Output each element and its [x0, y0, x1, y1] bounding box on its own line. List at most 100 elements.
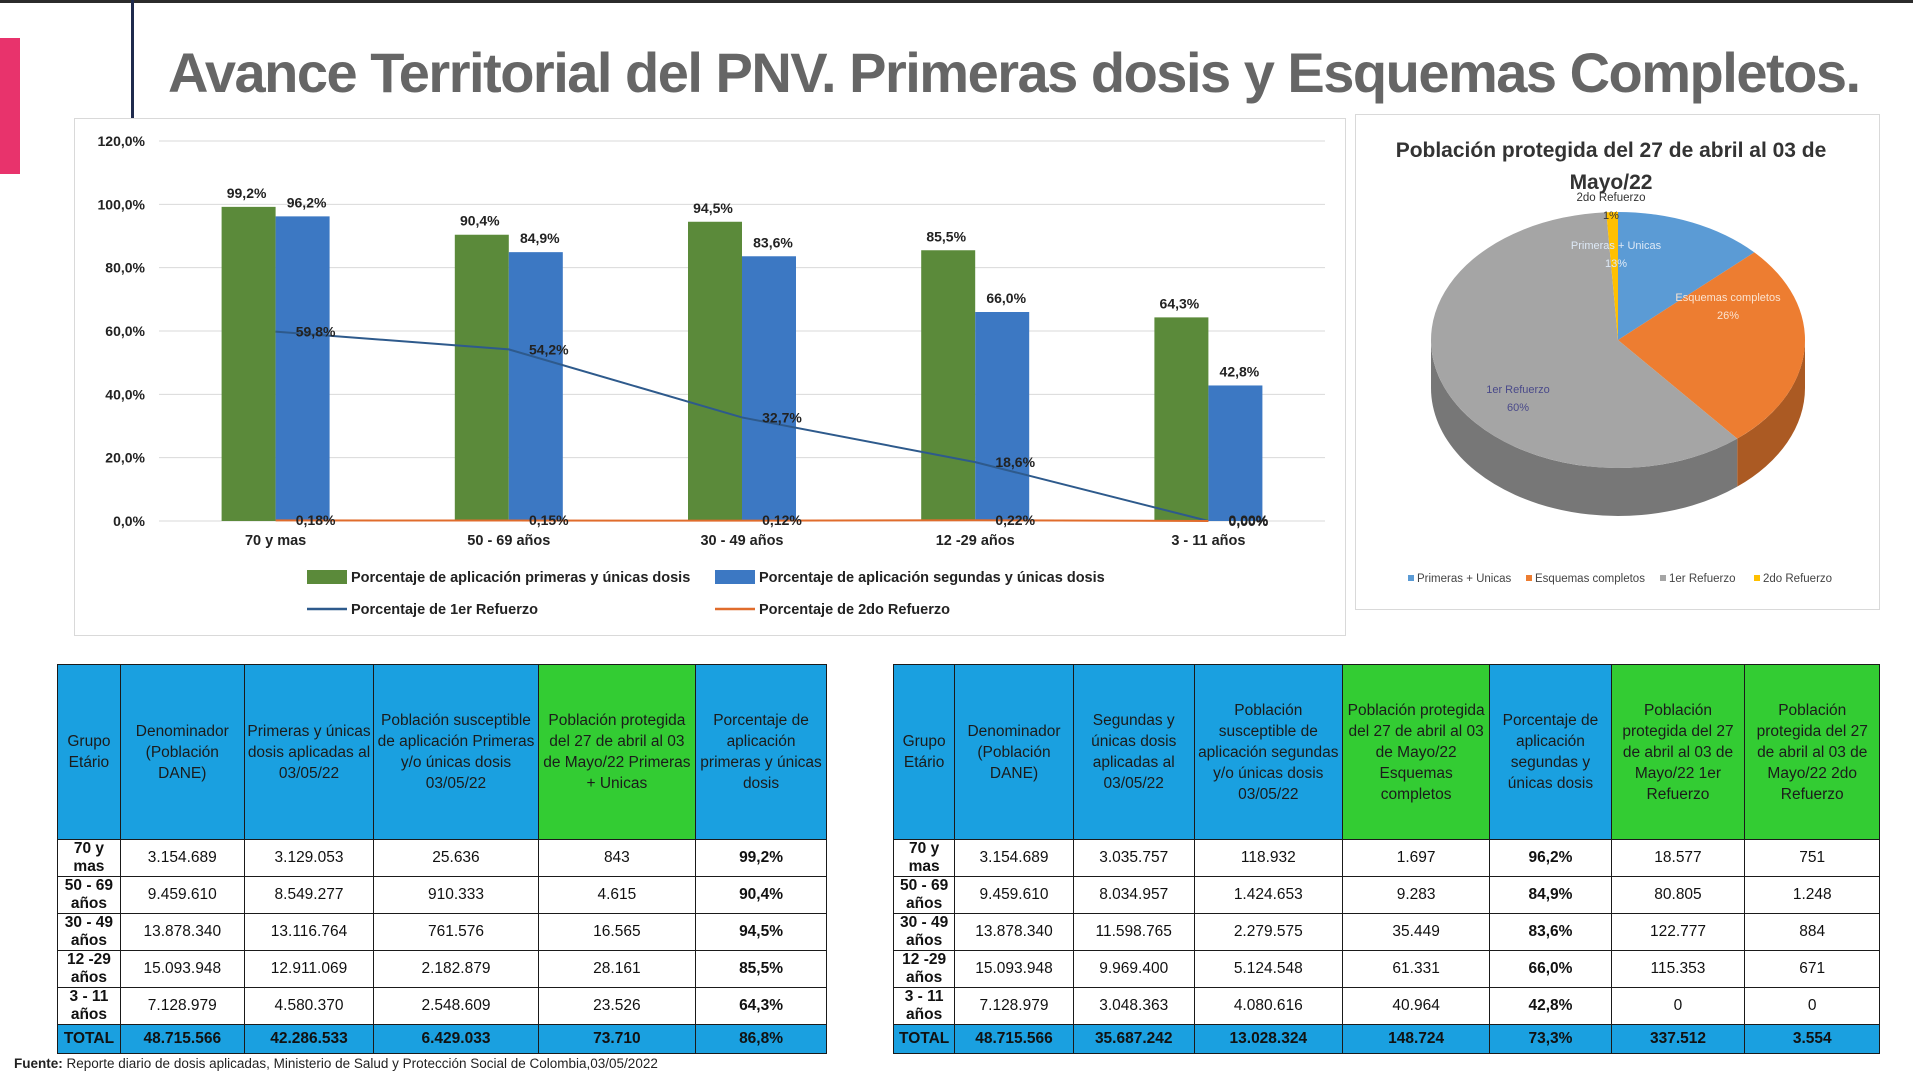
table-cell: 12.911.069: [243, 950, 375, 988]
table-row: 50 - 69 años 9.459.610 8.034.957 1.424.653 9…: [892, 876, 1880, 914]
legend-label: Porcentaje de aplicación segundas y únic…: [759, 570, 1105, 586]
y-tick-label: 40,0%: [105, 386, 145, 402]
source-footer: Fuente: Reporte diario de dosis aplicada…: [14, 1056, 658, 1071]
column-header: Denominador (Población DANE): [119, 664, 245, 840]
table-cell: 2.548.609: [373, 987, 539, 1025]
x-category-label: 50 - 69 años: [467, 533, 550, 549]
table-cell: 40.964: [1341, 987, 1491, 1025]
table-cell: 13.878.340: [119, 913, 245, 951]
pie-chart: Población protegida del 27 de abril al 0…: [1396, 139, 1832, 585]
table-cell: 3.035.757: [1072, 839, 1195, 877]
pie-slice: [1606, 212, 1618, 340]
age-group-cell: 70 y mas: [57, 839, 121, 877]
table-row: 3 - 11 años 7.128.979 3.048.363 4.080.616 40…: [892, 987, 1880, 1025]
table-cell: 66,0%: [1489, 950, 1612, 988]
bar-data-label: 99,2%: [227, 185, 267, 201]
table-cell: 4.580.370: [243, 987, 375, 1025]
table-cell: 8.034.957: [1072, 876, 1195, 914]
table-row: 3 - 11 años 7.128.979 4.580.370 2.548.609 23…: [57, 987, 827, 1025]
column-header: Población protegida del 27 de abril al 0…: [1744, 664, 1880, 840]
source-text: Reporte diario de dosis aplicadas, Minis…: [62, 1056, 658, 1071]
bar-data-label: 42,8%: [1220, 363, 1260, 379]
table-cell: 90,4%: [695, 876, 827, 914]
y-tick-label: 60,0%: [105, 323, 145, 339]
pie-legend-swatch: [1754, 575, 1760, 581]
column-header: Población susceptible de aplicación segu…: [1193, 664, 1343, 840]
bar-data-label: 64,3%: [1160, 295, 1200, 311]
table-cell: 761.576: [373, 913, 539, 951]
table-row: 12 -29 años 15.093.948 9.969.400 5.124.548 6…: [892, 950, 1880, 988]
table-cell: 671: [1744, 950, 1880, 988]
table-cell: 1.248: [1744, 876, 1880, 914]
age-group-cell: 70 y mas: [892, 839, 956, 877]
table-row: 30 - 49 años 13.878.340 11.598.765 2.279.57…: [892, 913, 1880, 951]
table-cell: 4.080.616: [1193, 987, 1343, 1025]
pie-legend-label: 2do Refuerzo: [1763, 573, 1832, 585]
total-cell: 86,8%: [695, 1024, 827, 1054]
table-cell: 28.161: [537, 950, 697, 988]
table-row: 50 - 69 años 9.459.610 8.549.277 910.333 4.6…: [57, 876, 827, 914]
line-second-booster: [275, 519, 1209, 522]
table-cell: 843: [537, 839, 697, 877]
complete-scheme-table: Grupo Etário Denominador (Población DANE)…: [892, 664, 1880, 1054]
y-tick-label: 100,0%: [98, 196, 146, 212]
y-tick-label: 0,0%: [113, 513, 145, 529]
total-cell: 6.429.033: [373, 1024, 539, 1054]
age-group-cell: 12 -29 años: [892, 950, 956, 988]
table-cell: 910.333: [373, 876, 539, 914]
table-cell: 15.093.948: [119, 950, 245, 988]
bar-first-dose: [921, 250, 976, 521]
line-data-label: 32,7%: [762, 409, 802, 425]
table-cell: 9.459.610: [954, 876, 1074, 914]
column-header: Población protegida del 27 de abril al 0…: [537, 664, 697, 840]
pie-slice-side: [1431, 340, 1738, 516]
top-border: [0, 0, 1913, 3]
line-data-label: 0,15%: [529, 512, 569, 528]
table-cell: 83,6%: [1489, 913, 1612, 951]
table-cell: 3.154.689: [119, 839, 245, 877]
table-cell: 23.526: [537, 987, 697, 1025]
total-cell: 35.687.242: [1072, 1024, 1195, 1054]
age-group-cell: 30 - 49 años: [892, 913, 956, 951]
table-cell: 9.969.400: [1072, 950, 1195, 988]
bar-second-dose: [275, 216, 330, 521]
table-cell: 9.283: [1341, 876, 1491, 914]
table-cell: 85,5%: [695, 950, 827, 988]
column-header: Grupo Etário: [892, 664, 956, 840]
table-cell: 751: [1744, 839, 1880, 877]
pie-slice-side: [1737, 340, 1805, 487]
column-header: Segundas y únicas dosis aplicadas al 03/…: [1072, 664, 1195, 840]
bar-data-label: 83,6%: [753, 234, 793, 250]
table-cell: 18.577: [1610, 839, 1746, 877]
table-cell: 9.459.610: [119, 876, 245, 914]
table-cell: 13.878.340: [954, 913, 1074, 951]
bar-first-dose: [688, 221, 742, 521]
total-cell: 3.554: [1744, 1024, 1880, 1054]
total-row: TOTAL 48.715.566 42.286.533 6.429.033 73.710…: [57, 1024, 827, 1054]
pie-slice: [1618, 252, 1805, 439]
bar-first-dose: [454, 234, 509, 521]
table-row: 70 y mas 3.154.689 3.129.053 25.636 843 99,2%: [57, 839, 827, 877]
table-cell: 884: [1744, 913, 1880, 951]
table-row: 30 - 49 años 13.878.340 13.116.764 761.576 1…: [57, 913, 827, 951]
age-group-cell: 50 - 69 años: [892, 876, 956, 914]
table-cell: 35.449: [1341, 913, 1491, 951]
line-first-booster: [275, 330, 1209, 522]
table-cell: 94,5%: [695, 913, 827, 951]
bar-data-label: 96,2%: [287, 194, 327, 210]
x-category-label: 12 -29 años: [936, 533, 1015, 549]
table-cell: 84,9%: [1489, 876, 1612, 914]
table-cell: 5.124.548: [1193, 950, 1343, 988]
total-cell: 48.715.566: [954, 1024, 1074, 1054]
table-cell: 7.128.979: [954, 987, 1074, 1025]
y-tick-label: 120,0%: [98, 133, 146, 149]
x-category-label: 30 - 49 años: [700, 533, 783, 549]
total-cell: TOTAL: [57, 1024, 121, 1054]
legend-swatch: [715, 570, 755, 584]
table-cell: 99,2%: [695, 839, 827, 877]
table-cell: 2.279.575: [1193, 913, 1343, 951]
table-cell: 2.182.879: [373, 950, 539, 988]
bar-data-label: 94,5%: [693, 200, 733, 216]
bar-data-label: 85,5%: [926, 228, 966, 244]
total-cell: 13.028.324: [1193, 1024, 1343, 1054]
